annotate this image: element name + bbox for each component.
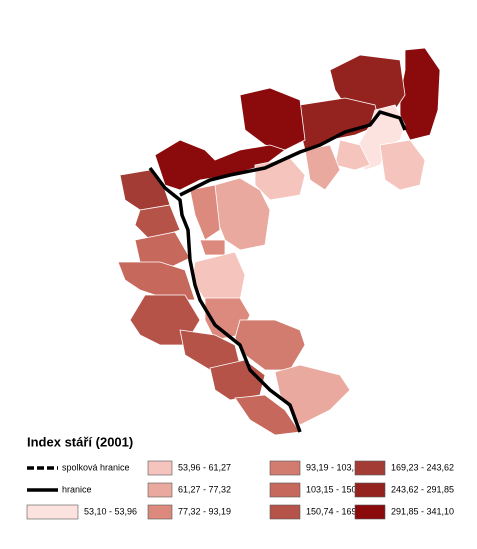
legend-label: 150,74 - 169,23 [306, 506, 369, 516]
region [189, 184, 221, 241]
legend-label: 291,85 - 341,10 [391, 506, 454, 516]
legend-label: 53,10 - 53,96 [84, 506, 137, 516]
legend-label: 61,27 - 77,32 [178, 484, 231, 494]
region [304, 144, 341, 191]
region [191, 251, 246, 301]
legend-label: hranice [62, 484, 92, 494]
legend-swatch [354, 482, 386, 498]
map [117, 47, 441, 436]
region [209, 359, 266, 401]
legend-title: Index stáří (2001) [27, 434, 133, 449]
legend-label: 93,19 - 103,15 [306, 462, 364, 472]
legend-swatch [354, 460, 386, 476]
region [254, 157, 306, 201]
legend-swatch [147, 504, 173, 520]
region [379, 139, 426, 191]
region [154, 139, 286, 191]
legend-label: spolková hranice [62, 462, 130, 472]
legend-label: 243,62 - 291,85 [391, 484, 454, 494]
legend-swatch [269, 482, 301, 498]
legend-swatch [269, 460, 301, 476]
legend: Index stáří (2001) spolková hranice hran… [26, 434, 454, 520]
legend-swatch [26, 504, 79, 520]
region [199, 239, 226, 256]
legend-label: 103,15 - 150,74 [306, 484, 369, 494]
border [148, 110, 407, 433]
legend-swatch [147, 460, 173, 476]
region [134, 231, 191, 271]
legend-label: 77,32 - 93,19 [178, 506, 231, 516]
region [117, 261, 196, 301]
legend-swatch [354, 504, 386, 520]
region [399, 47, 441, 141]
legend-swatch [269, 504, 301, 520]
legend-swatch [147, 482, 173, 498]
legend-label: 53,96 - 61,27 [178, 462, 231, 472]
legend-label: 169,23 - 243,62 [391, 462, 454, 472]
region [239, 87, 306, 151]
